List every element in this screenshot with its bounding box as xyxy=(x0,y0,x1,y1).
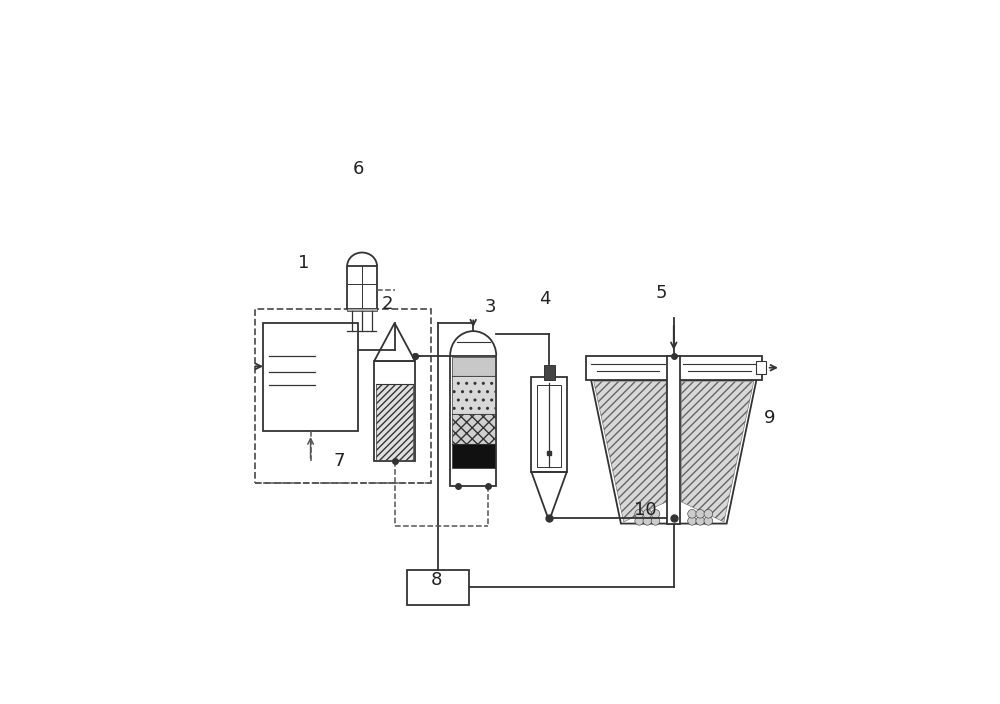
Text: 3: 3 xyxy=(485,298,497,315)
Circle shape xyxy=(688,510,696,518)
Bar xyxy=(452,376,495,414)
Bar xyxy=(347,308,377,311)
Polygon shape xyxy=(594,382,666,522)
Circle shape xyxy=(651,517,660,525)
Bar xyxy=(407,570,469,605)
Bar xyxy=(531,377,567,472)
Circle shape xyxy=(704,517,713,525)
Polygon shape xyxy=(681,382,754,522)
Text: 2: 2 xyxy=(382,295,394,313)
Bar xyxy=(450,356,496,486)
Bar xyxy=(376,384,413,460)
Bar xyxy=(667,356,680,524)
Bar xyxy=(347,266,377,310)
Circle shape xyxy=(651,510,660,518)
Polygon shape xyxy=(591,380,756,524)
Circle shape xyxy=(696,510,705,518)
Circle shape xyxy=(704,510,713,518)
Bar xyxy=(537,385,561,467)
Text: 4: 4 xyxy=(539,289,551,308)
Bar xyxy=(544,365,555,380)
Circle shape xyxy=(696,517,705,525)
Bar xyxy=(255,310,431,483)
Text: 9: 9 xyxy=(764,409,776,427)
Circle shape xyxy=(635,517,644,525)
Bar xyxy=(586,356,762,380)
Bar xyxy=(452,414,495,444)
Bar xyxy=(374,361,415,461)
Polygon shape xyxy=(531,472,567,521)
Circle shape xyxy=(688,517,696,525)
Bar xyxy=(452,444,495,468)
Circle shape xyxy=(643,517,652,525)
Bar xyxy=(263,323,358,432)
Circle shape xyxy=(643,510,652,518)
Bar xyxy=(452,357,495,376)
Text: 8: 8 xyxy=(431,572,442,589)
Text: 6: 6 xyxy=(352,160,364,177)
Circle shape xyxy=(635,510,644,518)
Text: 7: 7 xyxy=(333,452,345,470)
Text: 1: 1 xyxy=(298,254,309,272)
Text: 10: 10 xyxy=(634,501,657,519)
Polygon shape xyxy=(374,323,415,361)
Bar xyxy=(756,361,766,375)
Text: 5: 5 xyxy=(656,284,667,302)
